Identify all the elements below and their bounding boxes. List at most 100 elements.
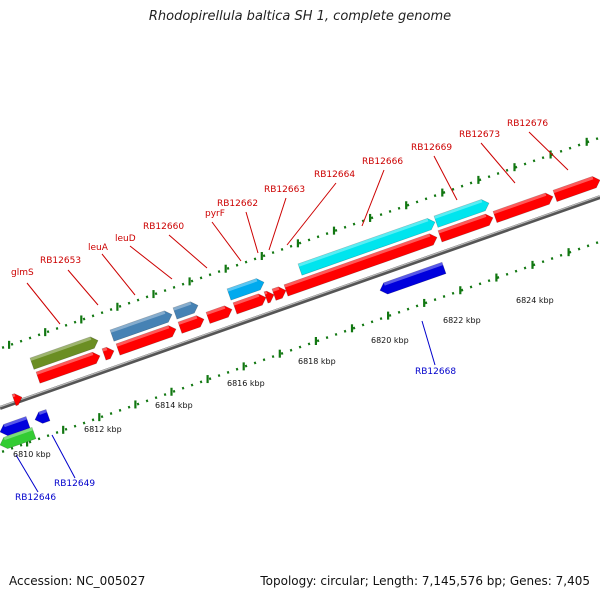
gene-arrow-forward-6[interactable] [205,304,234,324]
leader-line-forward [433,155,458,201]
forward-lane-dot [82,317,86,321]
gene-arrow-olive[interactable] [29,335,100,370]
leader-line-forward [286,182,337,246]
scale-lane-dot [100,415,104,419]
scale-lane-dot [64,427,68,431]
forward-lane-dot [208,273,212,277]
forward-lane-dot [469,181,473,185]
scale-lane-dot [154,396,158,400]
scale-lane-dot [433,298,437,302]
leader-line-forward [211,221,242,262]
scale-lane-dot [271,355,275,359]
scale-lane-dot [550,257,554,260]
gene-arrow-green[interactable] [0,427,37,450]
gene-arrow-cyan-2[interactable] [433,197,491,228]
gene-arrow-reverse-3[interactable] [378,261,447,296]
scale-lane-dot [172,389,176,393]
gene-label-forward[interactable]: RB12663 [264,185,305,195]
gene-label-forward[interactable]: RB12653 [40,256,81,266]
gene-features [0,174,600,450]
scale-lane-dot [397,310,401,314]
scale-lane-dot [307,342,311,346]
gene-arrow-forward-1[interactable] [11,392,24,407]
forward-lane-dot [172,285,176,289]
gene-arrow-forward-10[interactable] [283,232,439,297]
gene-label-forward[interactable]: glmS [11,268,34,278]
gene-label-forward[interactable]: RB12662 [217,199,258,209]
scale-lane-dot [595,241,599,245]
scale-lane-dot [136,402,140,406]
scale-tick-label: 6822 kbp [443,316,481,325]
scale-lane-dot [298,345,302,349]
scale-lane-dot [235,367,239,371]
gene-arrow-forward-2-shine [36,352,94,375]
scale-lane-dot [19,443,23,447]
gene-label-forward[interactable]: RB12676 [507,119,548,129]
forward-lane-dot [577,143,581,147]
gene-arrow-cyan-1[interactable] [297,216,437,276]
gene-arrow-forward-9[interactable] [271,285,288,301]
scale-tick-label: 6814 kbp [155,401,193,410]
gene-label-reverse[interactable]: RB12649 [54,479,95,489]
forward-lane-dot [190,279,194,283]
gene-arrow-forward-2-shape [35,351,101,384]
gene-label-forward[interactable]: RB12669 [411,143,452,153]
scale-lane-dot [361,323,365,327]
gene-label-forward[interactable]: RB12660 [143,222,184,232]
scale-lane-tick [459,286,462,295]
forward-lane-dot [199,276,203,280]
scale-lane-dot [190,383,194,387]
gene-label-forward[interactable]: RB12664 [314,170,355,180]
gene-arrow-reverse-1[interactable] [0,416,31,437]
forward-lane-dot [10,342,14,346]
forward-lane-dot [181,282,185,286]
leader-line-forward [361,169,385,227]
gene-arrow-forward-11[interactable] [437,212,495,243]
gene-arrow-forward-8[interactable] [263,289,276,304]
forward-lane-dot [424,197,428,201]
scale-lane-dot [289,348,293,352]
scale-lane-dot [406,307,410,311]
forward-lane-tick [549,150,552,159]
scale-lane-dot [82,421,86,425]
gene-arrow-steelblue-2[interactable] [172,300,200,320]
gene-label-forward[interactable]: leuD [115,234,136,244]
leader-line-forward [480,142,516,184]
gene-arrow-forward-5[interactable] [177,314,206,334]
forward-lane-dot [307,238,311,242]
forward-lane-tick [441,188,444,197]
gene-arrow-sky[interactable] [226,277,266,301]
gene-arrow-forward-13[interactable] [552,174,600,202]
scale-lane-tick [531,260,534,269]
gene-arrow-forward-9-shape [271,286,287,301]
scale-lane-dot [262,358,266,362]
gene-label-forward[interactable]: leuA [88,243,109,253]
gene-arrow-steelblue-1[interactable] [109,309,174,342]
gene-arrow-reverse-2[interactable] [33,409,51,425]
gene-arrow-steelblue-2-shine [173,301,192,311]
gene-label-forward[interactable]: pyrF [205,209,225,219]
gene-arrow-forward-12[interactable] [492,191,555,224]
gene-label-reverse[interactable]: RB12668 [415,367,456,377]
scale-lane-dot [280,351,284,355]
scale-lane-tick [567,248,570,257]
gene-label-forward[interactable]: RB12673 [459,130,500,140]
scale-lane-dot [514,269,518,273]
forward-lane-dot [253,257,257,261]
scale-tick-label: 6810 kbp [13,450,51,459]
scale-lane-dot [91,418,95,422]
gene-label-reverse[interactable]: RB12646 [15,493,56,503]
forward-lane-dot [19,339,23,343]
gene-arrow-forward-3[interactable] [101,345,116,361]
gene-arrow-forward-7[interactable] [232,292,268,315]
scale-lane-tick [134,400,137,409]
scale-lane-dot [226,370,230,374]
scale-lane-dot [28,440,32,444]
gene-arrow-forward-2[interactable] [35,350,102,384]
gene-arrow-forward-4[interactable] [115,323,178,356]
forward-lane-dot [568,146,572,150]
scale-lane-dot [559,253,563,257]
gene-label-forward[interactable]: RB12666 [362,157,403,167]
scale-lane-dot [352,326,356,330]
forward-lane-tick [152,290,155,299]
